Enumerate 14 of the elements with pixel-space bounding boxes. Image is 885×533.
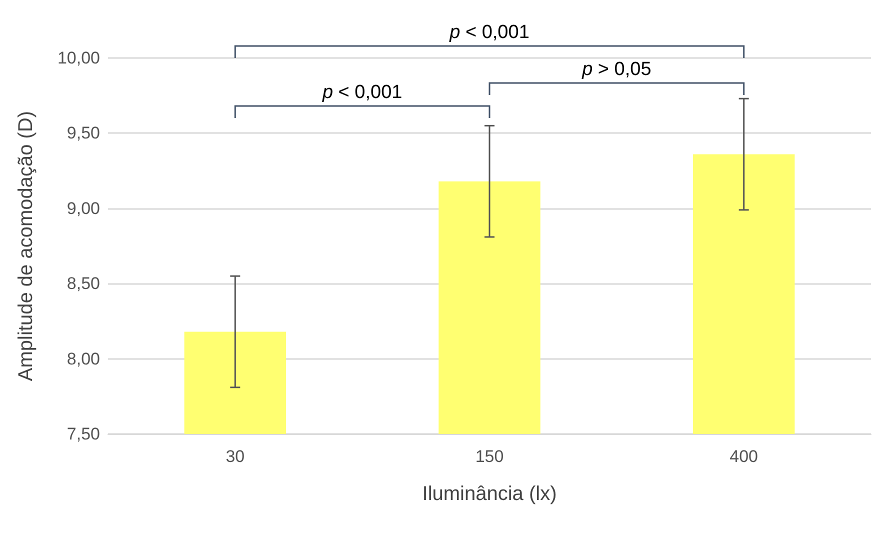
y-axis-title: Amplitude de acomodação (D) [15,110,37,382]
y-tick-label: 9,00 [66,198,100,218]
x-axis-title: Iluminância (lx) [422,483,557,505]
annotation: p < 0,001 [321,82,402,103]
x-tick-label: 30 [226,447,245,466]
y-tick-label: 9,50 [66,124,100,143]
text: p < 0,001 [448,22,530,43]
y-tick-label: 8,00 [66,349,100,368]
y-tick-label: 8,50 [66,274,100,294]
annotation: p > 0,05 [581,59,652,80]
x-tick-label: 400 [730,447,758,466]
x-tick-label: 150 [475,447,504,466]
y-tick-label: 10,00 [57,48,100,68]
y-tick-label: 7,50 [66,424,100,444]
